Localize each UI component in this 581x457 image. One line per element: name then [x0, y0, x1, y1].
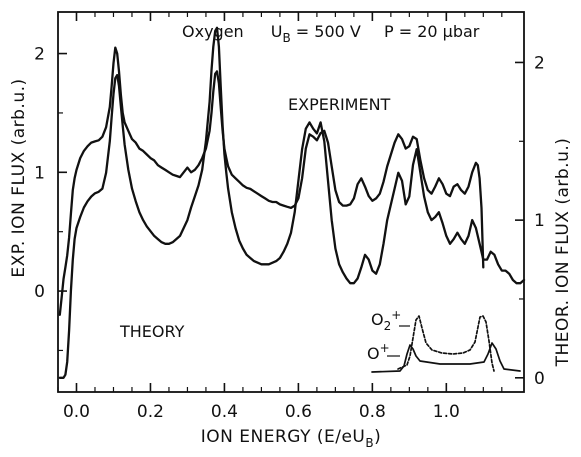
left-y-tick-label: 2: [34, 45, 45, 65]
x-tick-label: 0.4: [211, 402, 238, 422]
x-axis-title: ION ENERGY (E/eUB): [201, 427, 382, 450]
right-y-axis-ticks: 0 1 2: [515, 53, 545, 389]
plot-frame: [57, 11, 525, 393]
o2-plus-label: O2+: [371, 308, 401, 333]
right-y-axis-title: THEOR. ION FLUX (arb.u.): [553, 138, 573, 368]
theory-label: THEORY: [119, 322, 185, 341]
experiment-label: EXPERIMENT: [288, 95, 391, 114]
x-tick-label: 0.2: [137, 402, 164, 422]
x-tick-label: 0.6: [285, 402, 312, 422]
inset-o-plus-curve: [371, 342, 521, 373]
inset-o2-plus-curve: [397, 315, 495, 372]
theory-series-line: [58, 26, 526, 379]
experiment-series-line: [58, 46, 485, 316]
right-y-tick-label: 0: [534, 369, 545, 389]
left-y-tick-label: 0: [34, 282, 45, 302]
left-y-axis-ticks: 0 1 2: [34, 45, 67, 352]
o-plus-label: O+: [367, 341, 390, 363]
left-y-tick-label: 1: [34, 163, 45, 183]
x-tick-label: 1.0: [433, 402, 460, 422]
right-y-tick-label: 1: [534, 211, 545, 231]
left-y-axis-title: EXP. ION FLUX (arb.u.): [9, 78, 29, 277]
x-tick-label: 0.8: [359, 402, 386, 422]
x-tick-label: 0.0: [63, 402, 90, 422]
chart-title: Oxygen UB = 500 V P = 20 µbar: [182, 22, 480, 45]
x-axis-ticks: 0.0 0.2 0.4 0.6 0.8 1.0: [57, 12, 503, 422]
right-y-tick-label: 2: [534, 53, 545, 73]
